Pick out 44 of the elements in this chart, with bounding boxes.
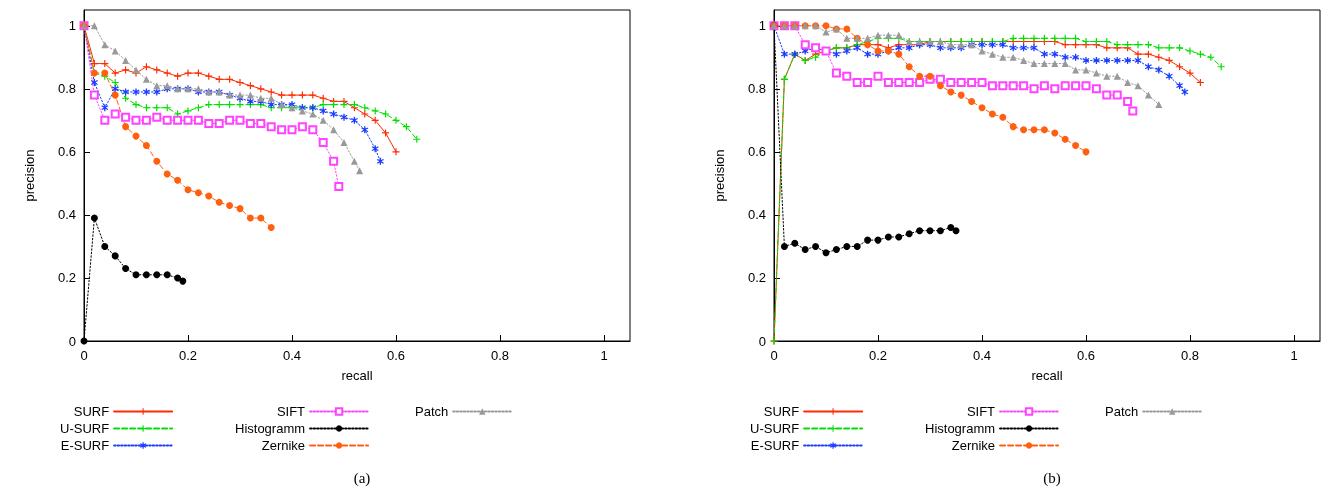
x-tick-label: 0.4 — [972, 348, 992, 363]
x-axis-title: recall — [341, 368, 373, 383]
y-tick-label: 0.2 — [747, 270, 766, 286]
y-tick-label: 0.6 — [747, 144, 766, 160]
y-axis-title: precision — [22, 149, 37, 202]
y-tick-label: 0 — [758, 333, 766, 349]
legend-label: SURF — [73, 404, 110, 419]
y-tick-label: 0.6 — [57, 144, 76, 160]
x-tick-label: 0.8 — [490, 348, 510, 363]
y-tick-label: 0.4 — [747, 207, 766, 223]
legend-label: SIFT — [966, 404, 996, 419]
text: (b) — [1043, 469, 1061, 487]
x-axis-title: recall — [1031, 368, 1063, 383]
x-tick-label: 0.6 — [386, 348, 406, 363]
legend-label: E-SURF — [750, 438, 800, 453]
y-axis-title: precision — [712, 149, 727, 202]
x-tick-label: 0 — [80, 348, 88, 363]
y-tick-label: 0.8 — [57, 81, 76, 97]
legend-label: Patch — [414, 404, 449, 419]
legend-label: Histogramm — [924, 421, 996, 436]
legend-label: Zernike — [951, 438, 996, 453]
legend-label: Patch — [1104, 404, 1139, 419]
x-tick-label: 0.2 — [868, 348, 888, 363]
y-tick-label: 0.2 — [57, 270, 76, 286]
y-tick-label: 0.4 — [57, 207, 76, 223]
x-tick-label: 1 — [1290, 348, 1298, 363]
x-tick-label: 0.2 — [178, 348, 198, 363]
y-tick-label: 0 — [68, 333, 76, 349]
x-tick-label: 0.4 — [282, 348, 302, 363]
legend-label: U-SURF — [750, 421, 800, 436]
legend-label: SIFT — [276, 404, 306, 419]
x-tick-label: 1 — [600, 348, 608, 363]
y-tick-label: 1 — [758, 18, 766, 34]
x-tick-label: 0.8 — [1180, 348, 1200, 363]
y-tick-label: 0.8 — [747, 81, 766, 97]
legend-label: Histogramm — [234, 421, 306, 436]
x-tick-label: 0 — [770, 348, 778, 363]
legend-label: SURF — [763, 404, 800, 419]
x-tick-label: 0.6 — [1076, 348, 1096, 363]
text: (a) — [353, 469, 371, 487]
legend-label: U-SURF — [60, 421, 110, 436]
legend-label: E-SURF — [60, 438, 110, 453]
y-tick-label: 1 — [68, 18, 76, 34]
legend-label: Zernike — [261, 438, 306, 453]
